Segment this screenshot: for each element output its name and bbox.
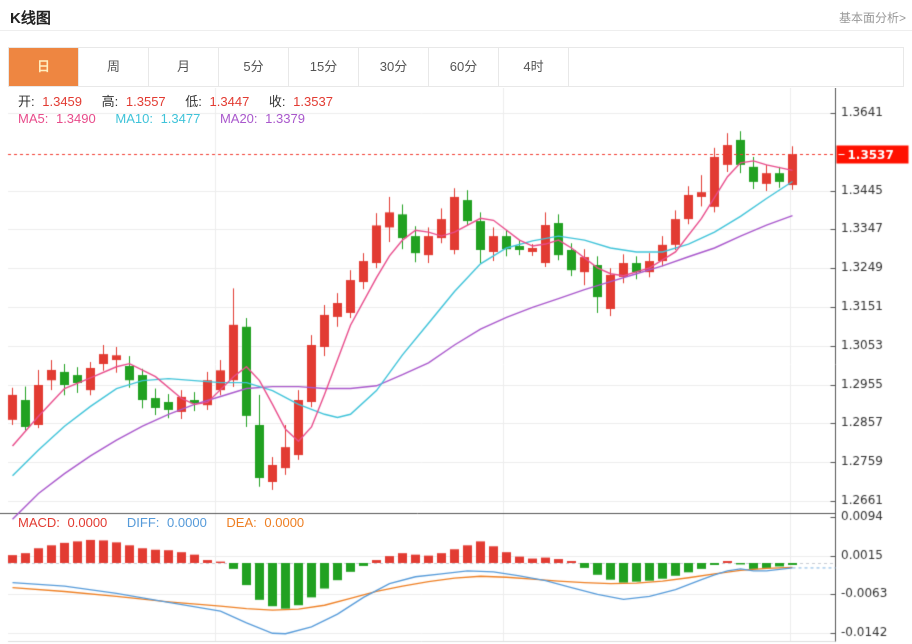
macd-label: MACD:	[18, 515, 60, 530]
ma10-label: MA10:	[115, 111, 153, 126]
kline-chart-canvas[interactable]	[0, 88, 912, 644]
tab-30min[interactable]: 30分	[359, 48, 429, 86]
page-title: K线图	[10, 10, 51, 27]
ma5-label: MA5:	[18, 111, 49, 126]
open-value: 1.3459	[42, 94, 83, 109]
tab-week[interactable]: 周	[79, 48, 149, 86]
tab-month[interactable]: 月	[149, 48, 219, 86]
ma5-value: 1.3490	[55, 111, 96, 126]
low-value: 1.3447	[209, 94, 250, 109]
ma20-value: 1.3379	[265, 111, 305, 126]
low-label: 低:	[185, 94, 202, 109]
tab-4hour[interactable]: 4时	[499, 48, 569, 86]
diff-value: 0.0000	[167, 515, 207, 530]
ma20-label: MA20:	[219, 111, 258, 126]
tab-15min[interactable]: 15分	[289, 48, 359, 86]
close-value: 1.3537	[293, 94, 333, 109]
ma-legend: MA5: 1.3490 MA10: 1.3477 MA20: 1.3379	[18, 111, 309, 126]
close-label: 收:	[268, 94, 286, 109]
high-value: 1.3557	[125, 94, 166, 109]
period-tabbar: 日 周 月 5分 15分 30分 60分 4时	[8, 47, 904, 87]
tab-60min[interactable]: 60分	[429, 48, 499, 86]
header-divider	[0, 30, 912, 31]
open-label: 开:	[18, 94, 35, 109]
dea-label: DEA:	[226, 515, 257, 530]
macd-value: 0.0000	[67, 515, 108, 530]
dea-value: 0.0000	[264, 515, 305, 530]
tab-day[interactable]: 日	[9, 48, 79, 86]
tab-5min[interactable]: 5分	[219, 48, 289, 86]
macd-legend: MACD: 0.0000 DIFF: 0.0000 DEA: 0.0000	[18, 515, 308, 530]
ma10-value: 1.3477	[160, 111, 201, 126]
high-label: 高:	[101, 94, 119, 109]
fundamental-analysis-link[interactable]: 基本面分析>	[838, 11, 906, 25]
diff-label: DIFF:	[126, 515, 160, 530]
ohlc-legend: 开: 1.3459 高: 1.3557 低: 1.3447 收: 1.3537	[18, 91, 337, 110]
